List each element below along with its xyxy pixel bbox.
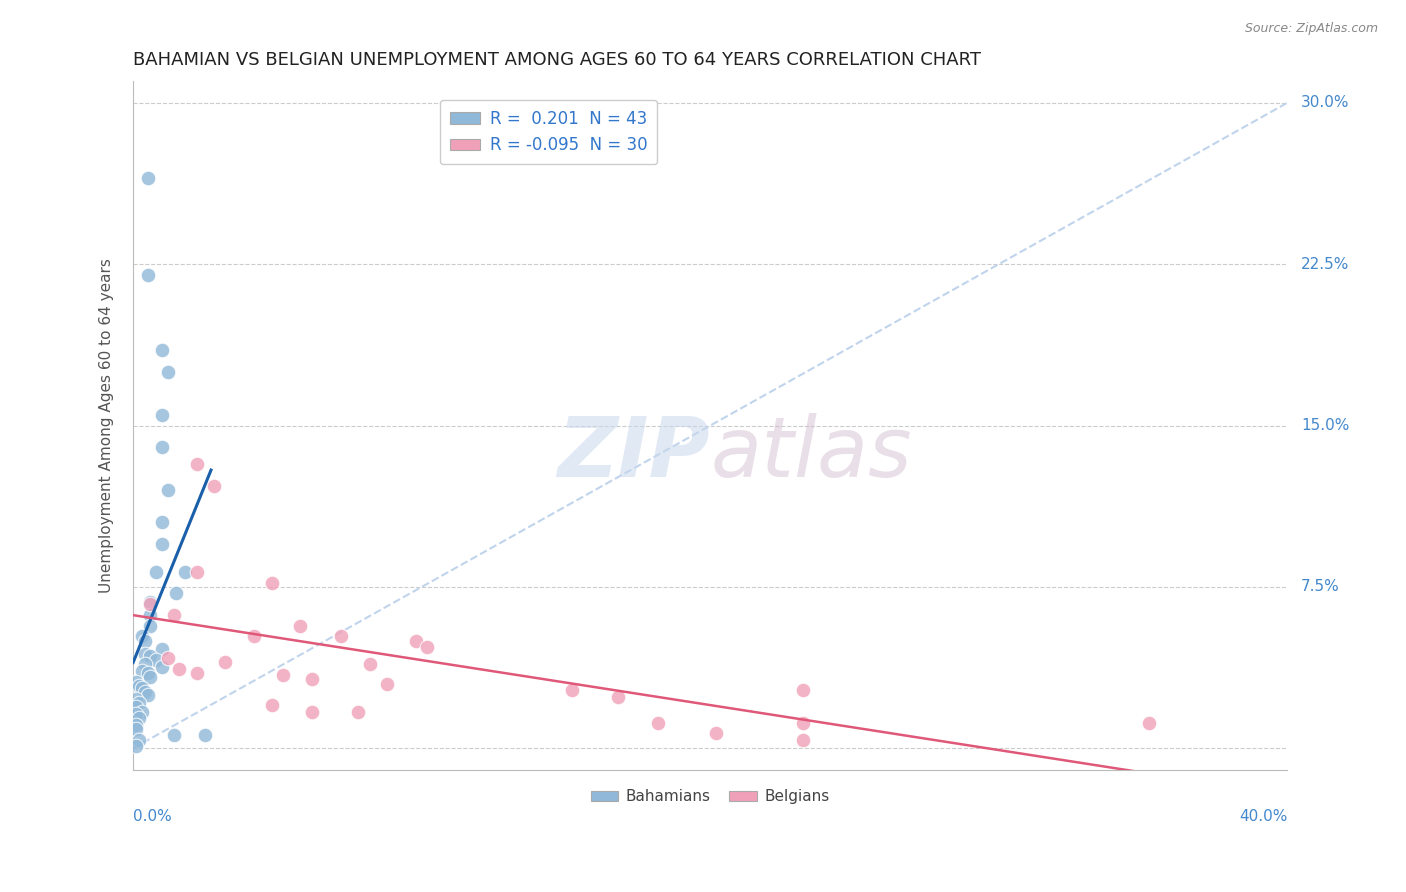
Point — [125, 717, 148, 731]
Point — [792, 732, 814, 747]
Point — [128, 679, 150, 693]
Point — [139, 607, 162, 622]
Y-axis label: Unemployment Among Ages 60 to 64 years: Unemployment Among Ages 60 to 64 years — [100, 258, 114, 593]
Point — [136, 268, 159, 282]
Point — [186, 666, 208, 681]
Point — [131, 664, 153, 678]
Text: 30.0%: 30.0% — [1301, 95, 1350, 111]
Text: atlas: atlas — [710, 413, 912, 493]
Text: BAHAMIAN VS BELGIAN UNEMPLOYMENT AMONG AGES 60 TO 64 YEARS CORRELATION CHART: BAHAMIAN VS BELGIAN UNEMPLOYMENT AMONG A… — [134, 51, 981, 69]
Point — [131, 681, 153, 695]
Point — [162, 728, 184, 742]
Point — [156, 651, 179, 665]
Point — [150, 659, 173, 673]
Point — [150, 642, 173, 657]
Point — [243, 630, 266, 644]
Point — [647, 715, 669, 730]
Point — [128, 696, 150, 710]
Point — [145, 565, 167, 579]
Point — [162, 607, 184, 622]
Point — [290, 618, 312, 632]
Point — [347, 705, 370, 719]
Point — [139, 618, 162, 632]
Point — [125, 691, 148, 706]
Point — [792, 715, 814, 730]
Point — [792, 683, 814, 698]
Point — [150, 537, 173, 551]
Point — [186, 565, 208, 579]
Point — [136, 666, 159, 681]
Point — [606, 690, 628, 704]
Point — [136, 688, 159, 702]
Point — [194, 728, 217, 742]
Point — [139, 670, 162, 684]
Point — [131, 705, 153, 719]
Text: 7.5%: 7.5% — [1301, 580, 1340, 594]
Text: Source: ZipAtlas.com: Source: ZipAtlas.com — [1244, 22, 1378, 36]
Point — [131, 630, 153, 644]
Point — [134, 685, 156, 699]
Point — [145, 653, 167, 667]
Point — [186, 458, 208, 472]
Point — [150, 343, 173, 358]
Point — [150, 408, 173, 422]
Legend: Bahamians, Belgians: Bahamians, Belgians — [585, 783, 835, 811]
Point — [125, 739, 148, 754]
Point — [375, 677, 398, 691]
Point — [136, 171, 159, 186]
Point — [125, 706, 148, 721]
Point — [150, 440, 173, 454]
Point — [1137, 715, 1160, 730]
Point — [139, 595, 162, 609]
Point — [128, 711, 150, 725]
Point — [174, 565, 197, 579]
Point — [134, 633, 156, 648]
Point — [301, 705, 323, 719]
Point — [260, 575, 283, 590]
Point — [260, 698, 283, 713]
Point — [169, 662, 191, 676]
Point — [156, 483, 179, 497]
Point — [329, 630, 352, 644]
Point — [139, 597, 162, 611]
Text: 22.5%: 22.5% — [1301, 257, 1350, 272]
Point — [301, 673, 323, 687]
Point — [405, 633, 427, 648]
Text: 0.0%: 0.0% — [134, 808, 172, 823]
Point — [416, 640, 439, 655]
Point — [134, 657, 156, 672]
Point — [125, 674, 148, 689]
Point — [125, 700, 148, 714]
Point — [128, 732, 150, 747]
Point — [165, 586, 187, 600]
Text: 15.0%: 15.0% — [1301, 418, 1350, 434]
Point — [359, 657, 381, 672]
Text: 40.0%: 40.0% — [1239, 808, 1288, 823]
Point — [125, 722, 148, 736]
Point — [214, 655, 236, 669]
Point — [139, 648, 162, 663]
Point — [202, 479, 225, 493]
Point — [704, 726, 727, 740]
Point — [156, 365, 179, 379]
Point — [134, 647, 156, 661]
Text: ZIP: ZIP — [558, 413, 710, 493]
Point — [271, 668, 294, 682]
Point — [150, 516, 173, 530]
Point — [561, 683, 583, 698]
